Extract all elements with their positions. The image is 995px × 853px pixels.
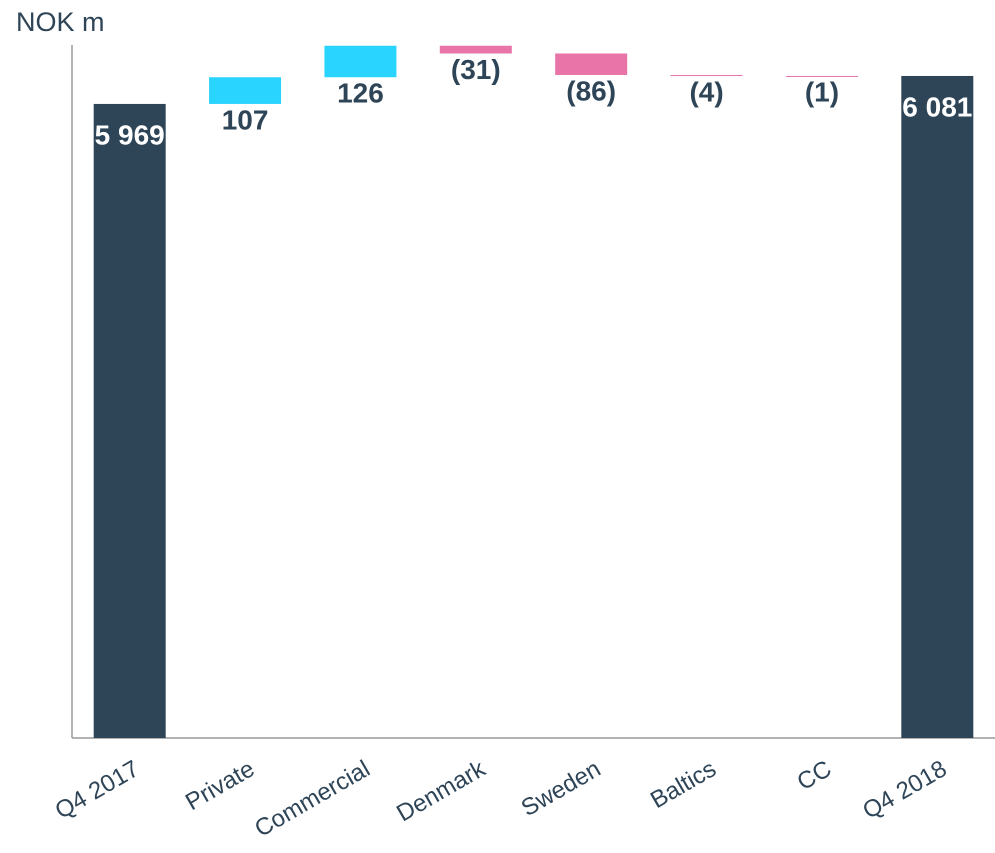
bar	[209, 77, 282, 104]
x-tick-label: Sweden	[517, 755, 606, 822]
value-label: (31)	[451, 54, 501, 85]
bar	[324, 45, 397, 78]
value-label: 126	[337, 78, 384, 109]
value-label: 5 969	[95, 119, 165, 150]
x-tick-label: Private	[181, 755, 259, 816]
x-tick-label: Baltics	[646, 755, 721, 814]
bar	[670, 74, 743, 76]
bar	[439, 45, 512, 54]
x-tick-label: Denmark	[392, 755, 491, 828]
x-tick-label: Commercial	[250, 755, 374, 842]
x-tick-label: Q4 2018	[858, 755, 951, 824]
value-label: (1)	[805, 77, 839, 108]
value-label: 6 081	[902, 91, 972, 122]
value-label: (4)	[689, 76, 723, 107]
bar	[901, 75, 974, 738]
x-tick-label: CC	[793, 755, 837, 796]
bar	[93, 103, 166, 738]
value-label: 107	[222, 104, 269, 135]
y-axis-label: NOK m	[16, 7, 105, 37]
value-label: (86)	[566, 75, 616, 106]
bar	[555, 53, 628, 75]
x-tick-label: Q4 2017	[51, 755, 144, 824]
bar	[785, 75, 858, 77]
